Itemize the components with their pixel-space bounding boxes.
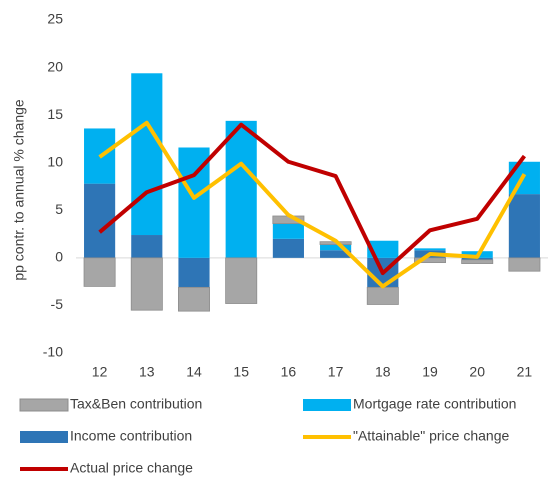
legend-swatch xyxy=(303,399,351,411)
y-tick-label: 10 xyxy=(47,153,63,169)
legend-label: Mortgage rate contribution xyxy=(353,396,516,412)
legend-label: Actual price change xyxy=(70,460,193,476)
bar-segment xyxy=(225,120,257,258)
bar-segment xyxy=(508,194,540,258)
y-tick-label: 20 xyxy=(47,58,63,74)
legend-label: "Attainable" price change xyxy=(353,428,509,444)
bar-segment xyxy=(461,259,494,264)
x-tick-label: 19 xyxy=(422,364,438,380)
line-series xyxy=(98,120,527,289)
bar-segment xyxy=(130,257,163,311)
bar-segment xyxy=(272,223,304,239)
y-tick-label: -5 xyxy=(51,296,64,312)
bar-segment xyxy=(131,235,163,258)
bar-segment xyxy=(320,250,352,258)
legend-label: Income contribution xyxy=(70,428,192,444)
legend-swatch xyxy=(19,398,69,412)
y-tick-label: -10 xyxy=(43,344,63,360)
bar-segment xyxy=(366,286,399,305)
legend-label: Tax&Ben contribution xyxy=(70,396,202,412)
x-tick-label: 18 xyxy=(375,364,391,380)
x-tick-label: 13 xyxy=(139,364,155,380)
y-tick-label: 5 xyxy=(55,201,63,217)
x-tick-label: 16 xyxy=(281,364,297,380)
x-tick-label: 20 xyxy=(469,364,485,380)
y-tick-label: 25 xyxy=(47,11,63,27)
bar-segment xyxy=(225,257,258,304)
x-tick-label: 21 xyxy=(517,364,533,380)
bar-segment xyxy=(320,244,352,251)
bar-segment xyxy=(131,73,163,236)
bar-segment xyxy=(508,257,541,272)
y-tick-label: 0 xyxy=(55,249,63,265)
x-tick-label: 15 xyxy=(233,364,249,380)
bar-segment xyxy=(178,257,210,288)
x-tick-label: 14 xyxy=(186,364,202,380)
legend-swatch xyxy=(20,431,68,443)
bar-segment xyxy=(84,183,116,258)
bar-segment xyxy=(83,257,116,287)
y-axis-label: pp contr. to annual % change xyxy=(11,99,27,281)
bar-segment xyxy=(414,257,446,264)
bar-segment xyxy=(272,238,304,258)
x-tick-label: 17 xyxy=(328,364,344,380)
bar-segment xyxy=(178,286,210,312)
y-tick-label: 15 xyxy=(47,106,63,122)
bar-segment xyxy=(414,248,446,251)
x-tick-label: 12 xyxy=(92,364,108,380)
line-series xyxy=(98,122,526,276)
